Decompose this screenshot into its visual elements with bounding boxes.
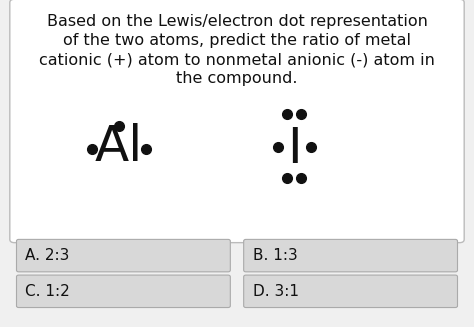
Text: D. 3:1: D. 3:1	[253, 284, 299, 299]
FancyBboxPatch shape	[17, 275, 230, 307]
Text: of the two atoms, predict the ratio of metal: of the two atoms, predict the ratio of m…	[63, 33, 411, 48]
FancyBboxPatch shape	[17, 239, 230, 272]
FancyBboxPatch shape	[244, 239, 457, 272]
Text: the compound.: the compound.	[176, 71, 298, 86]
Text: cationic (+) atom to nonmetal anionic (-) atom in: cationic (+) atom to nonmetal anionic (-…	[39, 53, 435, 68]
Text: A. 2:3: A. 2:3	[26, 248, 70, 263]
Text: C. 1:2: C. 1:2	[26, 284, 70, 299]
Text: Based on the Lewis/electron dot representation: Based on the Lewis/electron dot represen…	[46, 14, 428, 29]
FancyBboxPatch shape	[10, 0, 464, 243]
Text: I: I	[287, 125, 301, 173]
Text: B. 1:3: B. 1:3	[253, 248, 297, 263]
FancyBboxPatch shape	[244, 275, 457, 307]
Text: Al: Al	[95, 123, 143, 171]
